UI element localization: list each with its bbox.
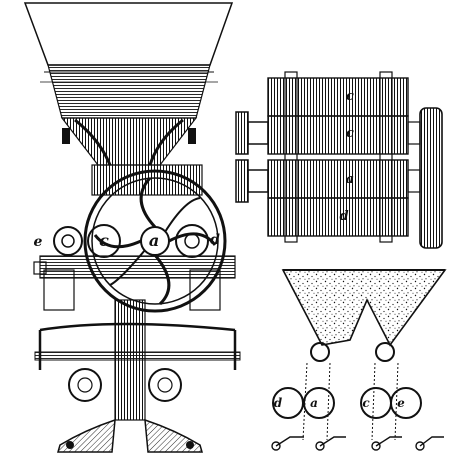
plan-roller-c — [267, 115, 409, 155]
plan-roller-d — [267, 197, 409, 237]
front-roller-e — [53, 226, 83, 256]
plan-label-c-top: c — [346, 89, 354, 104]
plan-left-pulley-lower — [235, 159, 249, 203]
section-grain-hopper — [281, 269, 447, 347]
section-feed-roller-left — [310, 342, 330, 362]
front-label-c: c — [99, 231, 109, 250]
section-label-c: c — [362, 396, 370, 410]
front-elevation-view: a c d e — [23, 2, 241, 453]
roller-plan-view: c c a d — [235, 71, 443, 249]
section-feed-roller-right — [375, 342, 395, 362]
plan-left-pulley-upper — [235, 111, 249, 155]
section-view: d a c e — [271, 269, 447, 451]
plan-label-a: a — [346, 172, 354, 187]
front-roller-d — [175, 224, 209, 258]
front-label-a: a — [149, 231, 159, 250]
plan-roller-a — [267, 159, 409, 199]
plan-label-c: c — [346, 126, 354, 141]
plan-drive-pulley — [419, 107, 443, 249]
section-label-a: a — [310, 396, 318, 410]
column-stand — [34, 299, 241, 453]
front-label-d: d — [210, 232, 220, 248]
front-roller-c — [87, 224, 121, 258]
section-roller-e — [390, 387, 422, 419]
hopper — [23, 2, 234, 166]
plan-label-d: d — [339, 209, 348, 224]
front-label-e: e — [34, 234, 43, 250]
section-label-e: e — [397, 396, 405, 410]
plan-roller-c-top — [267, 77, 409, 117]
section-label-d: d — [274, 396, 283, 410]
section-roller-a — [303, 387, 335, 419]
flywheel — [83, 169, 227, 313]
